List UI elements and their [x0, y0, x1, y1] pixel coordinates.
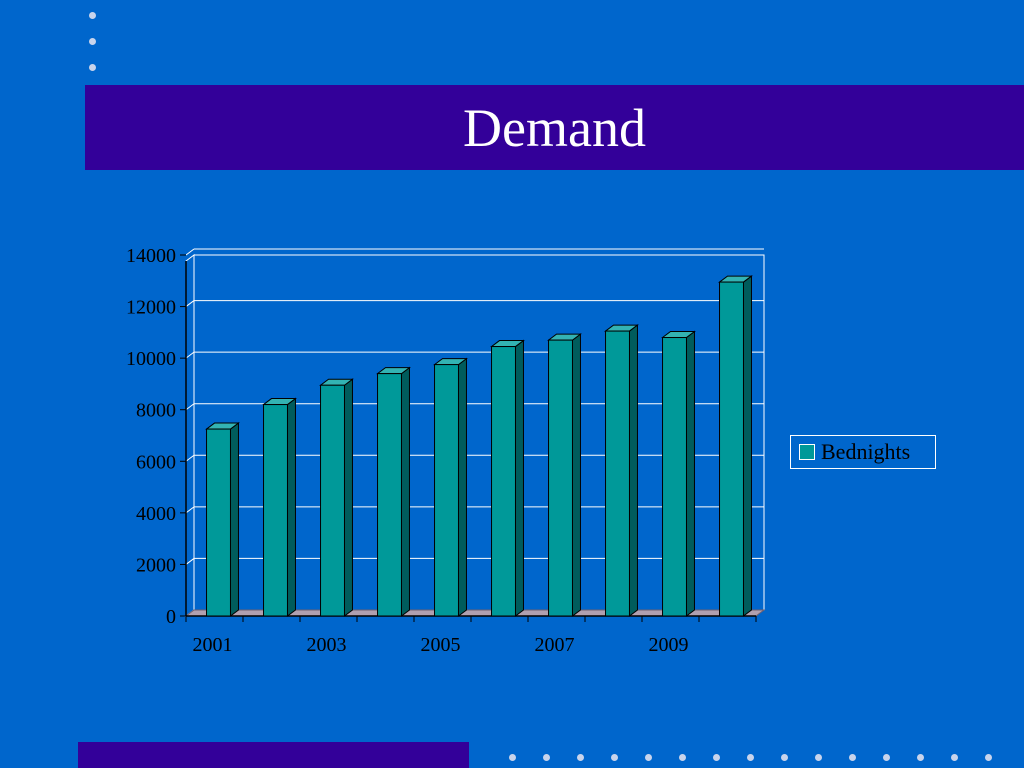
decorative-dot — [713, 754, 720, 761]
y-tick-label: 0 — [166, 606, 176, 628]
gridline — [185, 248, 195, 256]
x-tick-label: 2009 — [649, 634, 689, 656]
bar-side — [628, 324, 638, 617]
bar — [206, 428, 231, 617]
gridline — [185, 300, 195, 307]
y-tick-label: 14000 — [126, 245, 176, 267]
gridline — [185, 506, 195, 514]
decorative-dots-horizontal — [0, 754, 1024, 764]
bar — [719, 281, 744, 617]
bar-side — [229, 422, 239, 617]
bar — [263, 404, 288, 617]
bar — [548, 339, 573, 617]
bottom-band — [78, 742, 469, 768]
decorative-dot — [89, 12, 96, 19]
decorative-dot — [679, 754, 686, 761]
slide-title: Demand — [463, 97, 646, 158]
legend-label: Bednights — [821, 439, 911, 464]
bar-side — [514, 339, 524, 617]
bar — [377, 373, 402, 617]
title-band: Demand — [85, 85, 1024, 170]
bar-side — [343, 378, 353, 617]
y-tick-label: 6000 — [136, 451, 176, 473]
decorative-dot — [781, 754, 788, 761]
bar-side — [742, 275, 752, 617]
decorative-dot — [883, 754, 890, 761]
gridline — [185, 558, 195, 565]
decorative-dot — [543, 754, 550, 761]
decorative-dot — [577, 754, 584, 761]
chart-legend: Bednights — [790, 435, 936, 469]
decorative-dot — [849, 754, 856, 761]
y-tick-label: 4000 — [136, 503, 176, 525]
y-tick-label: 10000 — [126, 348, 176, 370]
gridline — [185, 351, 195, 359]
bar-side — [400, 366, 410, 617]
decorative-dot — [509, 754, 516, 761]
decorative-dot — [985, 754, 992, 761]
y-tick-label: 8000 — [136, 400, 176, 422]
x-tick-label: 2005 — [421, 634, 461, 656]
bar-side — [286, 397, 296, 617]
bar-side — [571, 333, 581, 617]
decorative-dot — [951, 754, 958, 761]
x-tick-label: 2001 — [193, 634, 233, 656]
bar-side — [457, 357, 467, 617]
bar — [605, 330, 630, 617]
bar — [491, 346, 516, 617]
decorative-dot — [917, 754, 924, 761]
x-tick-label: 2003 — [307, 634, 347, 656]
bar — [320, 384, 345, 617]
decorative-dot — [815, 754, 822, 761]
decorative-dot — [645, 754, 652, 761]
y-tick-label: 2000 — [136, 554, 176, 576]
decorative-dot — [89, 38, 96, 45]
decorative-dot — [747, 754, 754, 761]
bar — [434, 364, 459, 617]
legend-swatch — [799, 444, 815, 460]
bar-side — [685, 330, 695, 617]
decorative-dot — [611, 754, 618, 761]
gridline — [185, 454, 195, 462]
y-tick-label: 12000 — [126, 297, 176, 319]
gridline — [185, 403, 195, 411]
decorative-dot — [89, 64, 96, 71]
bar — [662, 337, 687, 617]
x-tick-label: 2007 — [535, 634, 575, 656]
